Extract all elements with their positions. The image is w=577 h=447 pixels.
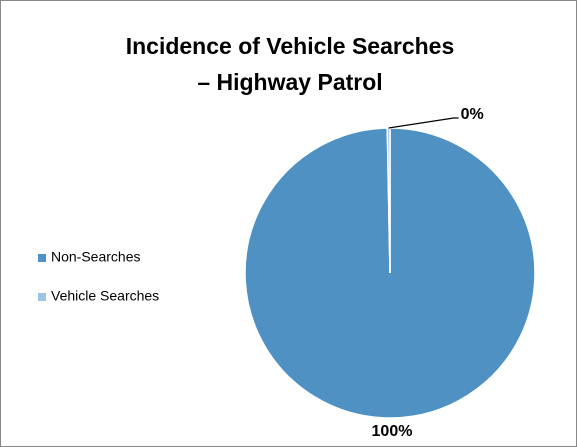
legend-swatch <box>38 254 46 262</box>
leader-line <box>388 117 459 129</box>
legend-label: Non-Searches <box>51 249 141 265</box>
value-label: 100% <box>372 423 413 440</box>
legend-swatch <box>38 293 46 301</box>
value-label: 0% <box>461 106 484 123</box>
chart-title: – Highway Patrol <box>197 69 382 95</box>
chart-title: Incidence of Vehicle Searches <box>126 33 455 59</box>
legend-label: Vehicle Searches <box>51 288 159 304</box>
